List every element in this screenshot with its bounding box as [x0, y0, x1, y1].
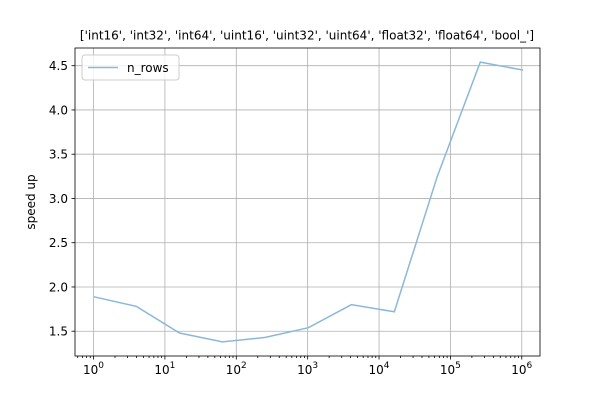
x-tick-label: 102	[226, 361, 247, 377]
chart-title: ['int16', 'int32', 'int64', 'uint16', 'u…	[80, 29, 534, 43]
series-line	[93, 61, 524, 343]
y-tick-label: 3.5	[49, 148, 68, 162]
y-tick-label: 2.0	[49, 280, 68, 294]
x-tick-label: 101	[154, 361, 175, 377]
x-tick-label: 105	[440, 361, 461, 377]
y-tick-label: 1.5	[49, 325, 68, 339]
grid-lines	[75, 48, 540, 356]
x-tick-label: 103	[297, 361, 318, 377]
y-tick-label: 3.0	[49, 192, 68, 206]
y-tick-label: 4.0	[49, 103, 68, 117]
y-axis-label: speed up	[24, 174, 38, 229]
axis-ticks: 100 101 102 103 104 105 106 1.5 2.0 2.5 3.0 3.5 4.0 4…	[49, 59, 533, 377]
x-tick-label: 104	[369, 361, 390, 377]
legend-label: n_rows	[127, 61, 169, 75]
x-tick-label: 106	[511, 361, 532, 377]
y-tick-label: 4.5	[49, 59, 68, 73]
legend: n_rows	[81, 54, 180, 81]
x-tick-label: 100	[83, 361, 104, 377]
legend-box	[81, 54, 180, 81]
series-layer	[93, 61, 524, 343]
y-tick-label: 2.5	[49, 236, 68, 250]
